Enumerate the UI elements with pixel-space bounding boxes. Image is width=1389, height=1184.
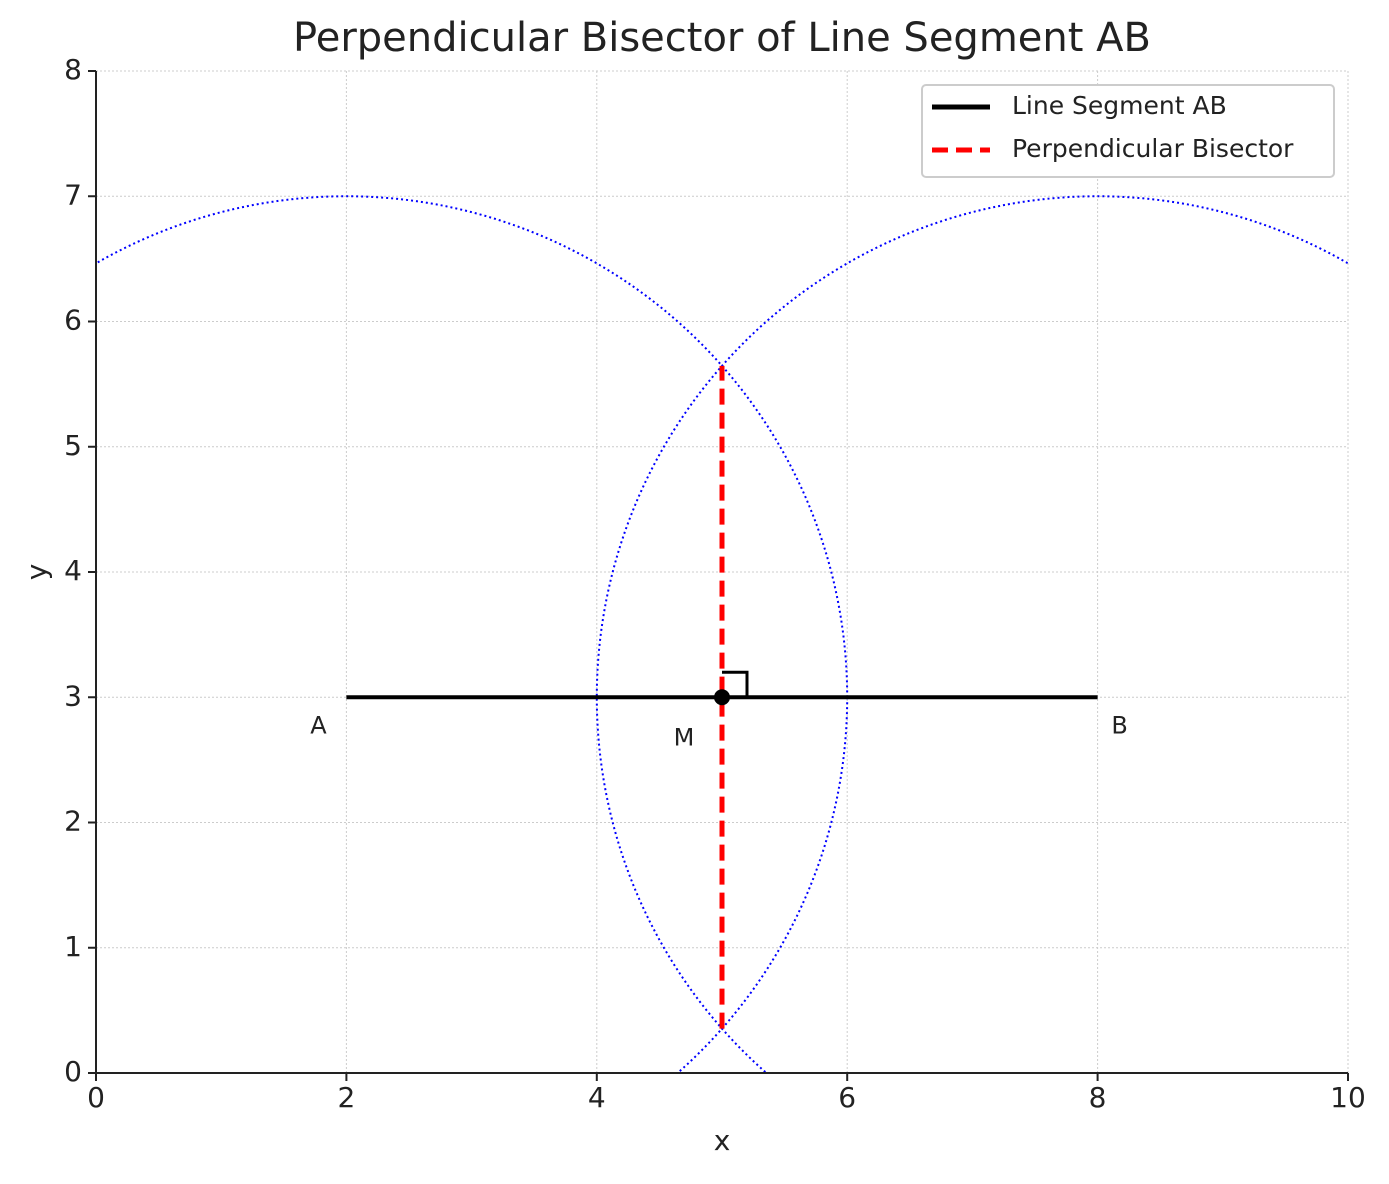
y-tick-label: 8 [64, 53, 82, 86]
y-tick-label: 3 [64, 679, 82, 712]
construction-arc [595, 195, 1348, 1073]
y-tick-label: 4 [64, 554, 82, 587]
y-tick-label: 5 [64, 429, 82, 462]
x-tick-label: 6 [838, 1081, 856, 1114]
point-label: A [310, 711, 327, 739]
y-tick-label: 2 [64, 805, 82, 838]
y-tick-label: 1 [64, 930, 82, 963]
y-tick-label: 7 [64, 178, 82, 211]
legend-box [921, 84, 1335, 178]
right-angle-mark [722, 670, 749, 698]
chart-title: Perpendicular Bisector of Line Segment A… [293, 15, 1151, 61]
plot-area [96, 195, 1348, 1073]
point-label: M [674, 723, 695, 751]
legend-label: Line Segment AB [1012, 91, 1227, 120]
point-marker [714, 689, 730, 706]
y-axis-label: y [20, 564, 53, 581]
y-tick-label: 0 [64, 1055, 82, 1088]
x-tick-label: 4 [588, 1081, 606, 1114]
x-tick-label: 2 [337, 1081, 355, 1114]
y-tick-label: 6 [64, 304, 82, 337]
point-label: B [1111, 711, 1127, 739]
x-tick-label: 0 [87, 1081, 105, 1114]
x-tick-label: 10 [1330, 1081, 1366, 1114]
x-axis-label: x [714, 1124, 731, 1157]
legend-label: Perpendicular Bisector [1012, 134, 1294, 163]
x-tick-label: 8 [1089, 1081, 1107, 1114]
